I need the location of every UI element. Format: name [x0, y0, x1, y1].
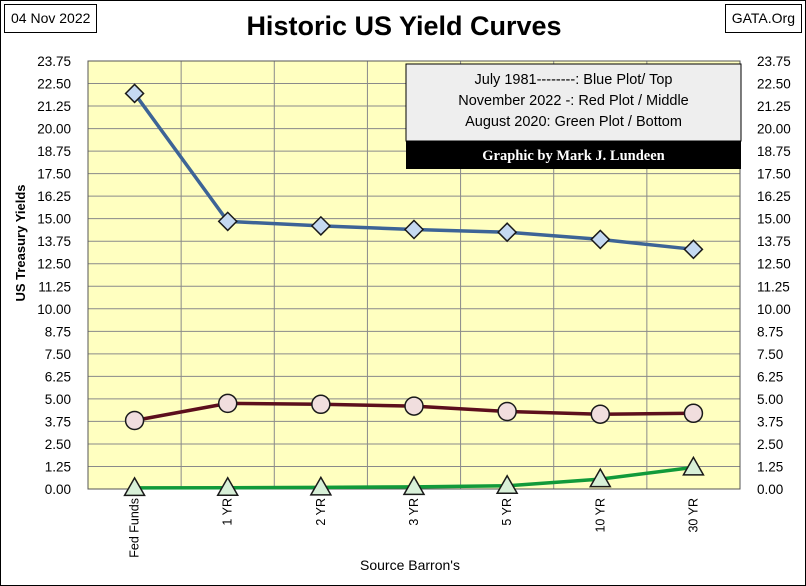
x-tick-label: 10 YR: [593, 498, 607, 533]
y-tick-label-left: 17.50: [37, 167, 71, 182]
data-point: [682, 455, 705, 476]
data-point: [124, 83, 145, 104]
date-label: 04 Nov 2022: [4, 4, 98, 33]
series-diamond: [124, 83, 704, 260]
grid-lines: [87, 60, 741, 490]
y-tick-label-left: 10.00: [37, 302, 71, 317]
data-point: [497, 401, 517, 422]
y-tick-label-left: 18.75: [37, 144, 71, 159]
legend-entry: November 2022 -: Red Plot / Middle: [458, 93, 689, 109]
data-point: [590, 404, 611, 424]
data-point: [683, 239, 704, 260]
y-tick-label-left: 5.00: [45, 392, 71, 407]
data-point: [403, 219, 425, 240]
x-tick-label: Fed Funds: [128, 498, 142, 558]
y-tick-label-left: 21.25: [37, 99, 71, 114]
data-point: [497, 222, 518, 243]
y-tick-label-right: 17.50: [757, 167, 791, 182]
y-tick-label-left: 13.75: [37, 234, 71, 249]
y-tick-label-right: 12.50: [757, 257, 791, 272]
y-axis-title: US Treasury Yields: [13, 184, 28, 301]
y-tick-label-left: 8.75: [45, 324, 71, 339]
y-tick-label-right: 0.00: [757, 482, 783, 497]
y-tick-label-right: 18.75: [757, 144, 791, 159]
y-tick-label-right: 2.50: [757, 437, 783, 452]
y-tick-label-left: 3.75: [45, 414, 71, 429]
y-tick-label-right: 8.75: [757, 324, 783, 339]
y-tick-label-right: 1.25: [757, 459, 783, 474]
data-point: [216, 476, 240, 496]
x-tick-label: 2 YR: [314, 498, 328, 526]
data-point: [217, 211, 238, 232]
credit-text: Graphic by Mark J. Lundeen: [482, 148, 664, 164]
y-tick-label-right: 5.00: [757, 392, 783, 407]
legend: July 1981--------: Blue Plot/ Top Novembe…: [405, 63, 742, 169]
y-tick-label-right: 10.00: [757, 302, 791, 317]
series-triangle: [123, 455, 705, 497]
x-tick-label: 1 YR: [221, 498, 235, 526]
legend-entry: August 2020: Green Plot / Bottom: [465, 114, 682, 130]
y-tick-label-left: 6.25: [45, 369, 71, 384]
y-tick-label-left: 22.50: [37, 77, 71, 92]
chart-title: Historic US Yield Curves: [246, 11, 562, 41]
source-label: GATA.Org: [724, 4, 802, 33]
y-tick-label-left: 2.50: [45, 437, 71, 452]
data-point: [310, 215, 331, 236]
data-point: [309, 475, 333, 496]
y-tick-label-left: 20.00: [37, 122, 71, 137]
y-tick-label-left: 7.50: [45, 347, 71, 362]
data-point: [402, 475, 426, 496]
y-tick-label-right: 7.50: [757, 347, 783, 362]
x-tick-label: 5 YR: [500, 498, 514, 526]
y-tick-label-left: 0.00: [45, 482, 71, 497]
y-tick-label-left: 16.25: [37, 189, 71, 204]
y-tick-label-right: 23.75: [757, 54, 791, 69]
data-point: [495, 474, 519, 495]
y-tick-label-right: 6.25: [757, 369, 783, 384]
data-point: [590, 229, 611, 250]
credit-box: [406, 141, 741, 169]
data-point: [683, 403, 704, 424]
legend-box: [405, 63, 742, 142]
y-tick-label-right: 21.25: [757, 99, 791, 114]
y-tick-label-right: 16.25: [757, 189, 791, 204]
y-tick-label-left: 23.75: [37, 54, 71, 69]
y-tick-label-right: 20.00: [757, 122, 791, 137]
data-point: [124, 410, 145, 431]
y-tick-label-right: 11.25: [757, 279, 790, 294]
series-circle: [124, 393, 704, 431]
y-axis-left: 0.00 1.25 2.50 3.75 5.00 6.25 7.50 8.75 10.00 11.…: [37, 54, 71, 497]
data-point: [123, 476, 146, 497]
y-tick-label-right: 3.75: [757, 414, 783, 429]
y-tick-label-right: 22.50: [757, 77, 791, 92]
y-axis-right: 0.00 1.25 2.50 3.75 5.00 6.25 7.50 8.75 10.00 11.…: [757, 54, 791, 497]
data-point: [588, 467, 612, 488]
y-tick-label-left: 11.25: [38, 279, 71, 294]
x-axis-title: Source Barron's: [360, 557, 460, 573]
y-tick-label-left: 15.00: [37, 212, 71, 227]
legend-entry: July 1981--------: Blue Plot/ Top: [475, 72, 673, 88]
x-axis: Fed Funds 1 YR 2 YR 3 YR 5 YR 10 YR 30 YR: [128, 498, 701, 558]
data-point: [404, 396, 424, 416]
series-layer: [123, 83, 705, 497]
y-tick-label-right: 13.75: [757, 234, 791, 249]
data-point: [217, 393, 238, 414]
data-point: [311, 394, 331, 415]
y-tick-label-left: 1.25: [45, 459, 71, 474]
y-tick-label-right: 15.00: [757, 212, 791, 227]
x-tick-label: 30 YR: [686, 498, 700, 533]
x-tick-label: 3 YR: [407, 498, 421, 526]
y-tick-label-left: 12.50: [37, 257, 71, 272]
